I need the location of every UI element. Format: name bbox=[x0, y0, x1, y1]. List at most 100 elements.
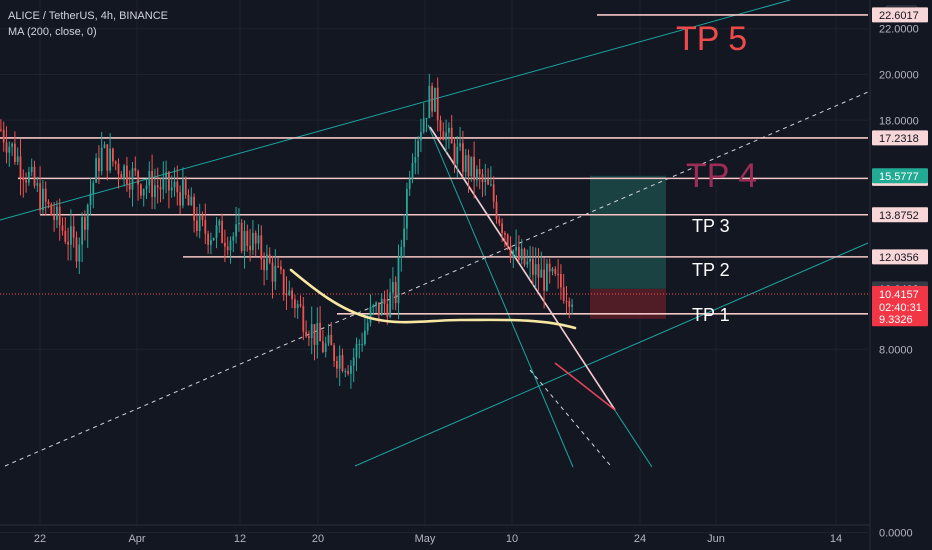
candle-body-13 bbox=[36, 183, 39, 186]
candle-body-184 bbox=[515, 246, 517, 251]
candle-body-127 bbox=[355, 344, 358, 358]
level-tag-3-bg bbox=[872, 207, 928, 223]
candle-body-20 bbox=[56, 206, 58, 220]
candle-body-130 bbox=[364, 330, 366, 344]
candle-body-7 bbox=[19, 156, 22, 178]
candle-body-70 bbox=[196, 220, 198, 231]
candle-body-73 bbox=[204, 219, 207, 234]
candle-body-153 bbox=[428, 85, 431, 119]
candle-body-10 bbox=[28, 172, 30, 183]
candle-body-120 bbox=[336, 360, 338, 369]
candle-body-3 bbox=[8, 146, 11, 153]
time-axis[interactable]: 22 Apr 12 20 May 10 24 Jun 14 bbox=[0, 524, 870, 545]
candle-body-152 bbox=[425, 118, 428, 120]
candle-body-39 bbox=[109, 148, 111, 171]
price-axis[interactable]: USDT0.00008.000018.000020.000022.000022.… bbox=[869, 0, 928, 550]
x-tick-4: May bbox=[415, 533, 436, 545]
candle-body-71 bbox=[198, 214, 201, 231]
y-tick-1: 8.0000 bbox=[879, 344, 913, 356]
level-tag-0-bg bbox=[872, 7, 928, 23]
trade-zone bbox=[590, 175, 666, 319]
candle-body-132 bbox=[369, 306, 372, 323]
candle-body-75 bbox=[210, 240, 212, 245]
candle-body-97 bbox=[271, 262, 274, 282]
level-tag-1: 17.2318 bbox=[879, 133, 919, 145]
candle-body-66 bbox=[184, 179, 187, 195]
candle-body-102 bbox=[285, 294, 288, 296]
candle-body-15 bbox=[42, 188, 44, 211]
candle-body-56 bbox=[156, 185, 159, 188]
candle-body-140 bbox=[392, 281, 394, 293]
y-tick-4: 22.0000 bbox=[879, 24, 919, 36]
candle-body-31 bbox=[86, 205, 89, 230]
candle-body-154 bbox=[431, 85, 433, 112]
candle-body-99 bbox=[277, 266, 279, 268]
candle-body-147 bbox=[411, 162, 414, 179]
candle-body-62 bbox=[173, 181, 176, 188]
candle-body-185 bbox=[518, 246, 520, 260]
candle-body-63 bbox=[176, 181, 179, 193]
candle-body-6 bbox=[16, 156, 19, 162]
candle-body-125 bbox=[350, 365, 352, 374]
candle-body-53 bbox=[148, 171, 151, 186]
candle-body-5 bbox=[14, 143, 16, 162]
candle-body-79 bbox=[221, 220, 223, 243]
candle-body-135 bbox=[378, 302, 380, 316]
candle-body-0 bbox=[0, 129, 2, 131]
level-tag-4: 12.0356 bbox=[879, 252, 919, 264]
candle-body-197 bbox=[551, 268, 554, 272]
candle-body-28 bbox=[78, 244, 81, 262]
candle-body-91 bbox=[254, 232, 257, 244]
ma-curve bbox=[289, 268, 577, 330]
price-tag-2-bg bbox=[872, 285, 928, 314]
candle-body-87 bbox=[243, 231, 246, 251]
candle-body-14 bbox=[39, 183, 41, 211]
price-tag-0: 15.5777 bbox=[879, 171, 919, 183]
candle-body-141 bbox=[394, 281, 397, 304]
candle-body-43 bbox=[120, 174, 123, 180]
candle-body-35 bbox=[98, 158, 100, 172]
candle-body-204 bbox=[571, 304, 573, 307]
candle-body-194 bbox=[543, 269, 545, 291]
candle-body-18 bbox=[50, 204, 53, 215]
candle-body-181 bbox=[506, 234, 509, 248]
candle-body-61 bbox=[170, 187, 173, 191]
x-tick-5: 10 bbox=[506, 533, 518, 545]
candle-body-177 bbox=[495, 201, 498, 220]
candle-body-168 bbox=[470, 156, 473, 176]
candle-body-45 bbox=[126, 165, 128, 185]
candle-body-187 bbox=[523, 248, 526, 265]
candle-body-189 bbox=[529, 258, 531, 262]
candle-body-110 bbox=[308, 336, 310, 339]
candle-body-190 bbox=[532, 258, 534, 275]
candle-body-118 bbox=[330, 334, 333, 346]
downtrend-line bbox=[429, 126, 616, 411]
candle-body-193 bbox=[540, 269, 543, 278]
candle-body-27 bbox=[75, 237, 78, 262]
downtrend-line-ext bbox=[554, 362, 616, 411]
x-tick-7: Jun bbox=[707, 533, 725, 545]
candle-body-55 bbox=[154, 185, 156, 197]
candle-body-37 bbox=[103, 144, 106, 148]
candle-body-95 bbox=[266, 254, 268, 271]
y-tick-0: 0.0000 bbox=[879, 528, 913, 540]
candle-body-117 bbox=[327, 334, 330, 344]
candles bbox=[0, 73, 573, 389]
candle-body-161 bbox=[450, 127, 453, 144]
candle-body-12 bbox=[33, 166, 36, 186]
candle-body-149 bbox=[417, 140, 419, 157]
candle-body-175 bbox=[490, 184, 492, 186]
candle-body-191 bbox=[534, 264, 537, 275]
candle-body-121 bbox=[338, 355, 341, 369]
candle-body-23 bbox=[64, 230, 67, 242]
candle-body-186 bbox=[520, 248, 523, 260]
candle-body-143 bbox=[400, 246, 403, 258]
ma-line bbox=[289, 268, 577, 330]
tp-label-1: TP 4 bbox=[686, 157, 757, 195]
candle-body-21 bbox=[58, 206, 61, 226]
candle-body-145 bbox=[406, 189, 408, 229]
candle-body-94 bbox=[263, 259, 265, 271]
candle-body-169 bbox=[473, 156, 475, 181]
